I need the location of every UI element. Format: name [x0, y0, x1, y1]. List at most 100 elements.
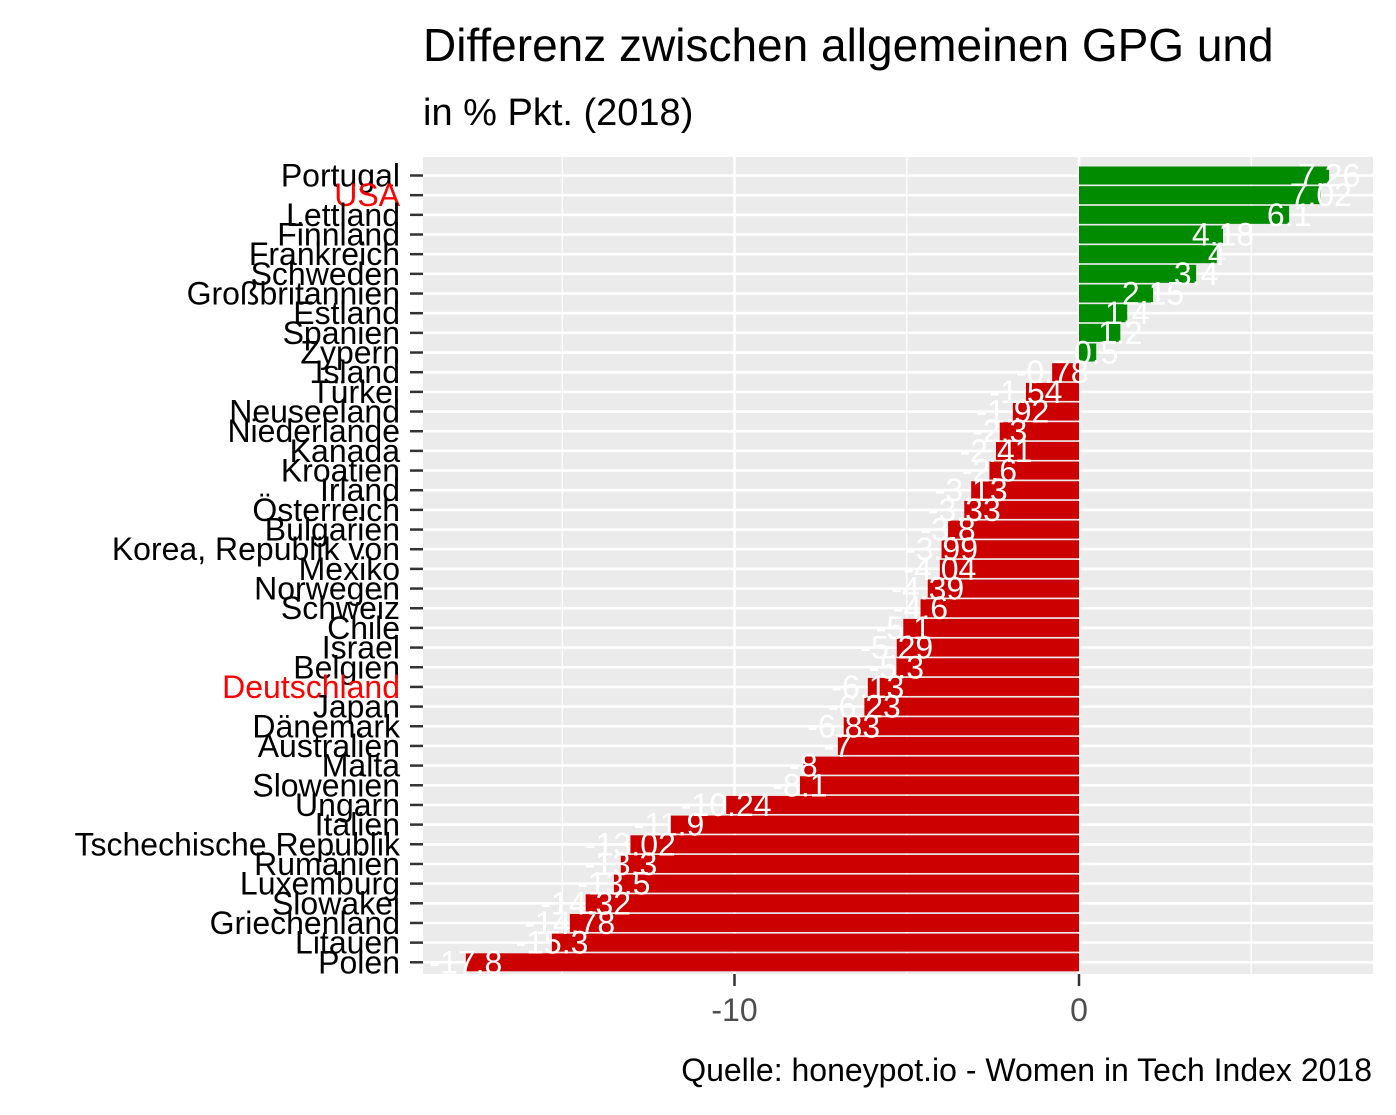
- bar-portugal: [1079, 166, 1330, 185]
- y-tick-label: Schweiz: [281, 590, 400, 626]
- value-label: -11.9: [634, 807, 705, 843]
- bar-zypern: [1079, 343, 1097, 362]
- y-tick-label: Malta: [322, 748, 400, 784]
- bar-spanien: [1079, 323, 1121, 342]
- y-tick-label: Deutschland: [222, 669, 400, 705]
- y-tick-label: Spanien: [283, 315, 400, 351]
- x-tick-label: 0: [1070, 992, 1088, 1028]
- y-tick-label: Finnland: [277, 217, 400, 253]
- value-label: 7.26: [1298, 158, 1360, 194]
- value-label: -17.8: [429, 944, 502, 980]
- bar-kanada: [995, 441, 1079, 460]
- y-tick-label: Dänemark: [252, 708, 401, 744]
- bar-rumänien: [620, 854, 1079, 873]
- value-label: -3.8: [921, 512, 976, 548]
- bar-österreich: [964, 500, 1079, 519]
- y-tick-label: USA: [334, 177, 400, 213]
- bar-litauen: [551, 933, 1079, 952]
- value-label: -5.29: [860, 630, 933, 666]
- value-label: -6.13: [831, 669, 904, 705]
- y-tick-label: Zypern: [300, 335, 400, 371]
- bar-finnland: [1079, 225, 1224, 244]
- bar-neuseeland: [1012, 402, 1079, 421]
- y-tick-label: Lettland: [286, 197, 400, 233]
- bar-kroatien: [989, 461, 1079, 480]
- bar-niederlande: [999, 422, 1079, 441]
- bar-schweden: [1079, 264, 1197, 283]
- chart-subtitle: in % Pkt. (2018): [423, 92, 694, 134]
- value-label: -0.78: [1016, 354, 1089, 390]
- x-axis: -10 0: [711, 974, 1088, 1028]
- y-axis-ticks: [410, 174, 423, 964]
- y-tick-label: Mexiko: [299, 551, 400, 587]
- value-label: -3.99: [905, 531, 978, 567]
- value-label: -2.6: [962, 453, 1017, 489]
- y-tick-label: Chile: [327, 610, 400, 646]
- y-tick-label: Portugal: [281, 158, 400, 194]
- value-label: -3.33: [928, 492, 1001, 528]
- value-label: -14.32: [540, 885, 631, 921]
- value-label: -13.3: [584, 846, 657, 882]
- value-label: -4.39: [891, 571, 964, 607]
- bar-slowakei: [585, 894, 1079, 913]
- y-tick-label: Litauen: [295, 925, 400, 961]
- y-tick-label: Luxemburg: [240, 866, 400, 902]
- value-label: -1.92: [976, 394, 1049, 430]
- y-tick-label: Rumänien: [254, 846, 400, 882]
- bars: [465, 166, 1330, 972]
- value-label: -13.02: [585, 826, 676, 862]
- y-tick-label: Australien: [258, 728, 400, 764]
- value-label: 7.02: [1290, 177, 1352, 213]
- value-label: -5.1: [876, 610, 931, 646]
- y-tick-label: Italien: [315, 807, 400, 843]
- y-tick-label: Israel: [322, 630, 400, 666]
- y-tick-label: Niederlande: [227, 413, 400, 449]
- value-labels: 7.267.026.14.1843.42.151.41.20.5-0.78-1.…: [429, 158, 1360, 981]
- y-tick-label: Großbritannien: [187, 276, 400, 312]
- value-label: 1.2: [1098, 315, 1142, 351]
- value-label: -3.13: [935, 472, 1008, 508]
- y-tick-label: Neuseeland: [229, 394, 400, 430]
- bar-deutschland: [867, 677, 1079, 696]
- value-label: -4.6: [893, 590, 948, 626]
- y-tick-label: Frankreich: [249, 236, 400, 272]
- y-tick-label: Korea, Republik von: [112, 531, 400, 567]
- y-tick-label: Slowakei: [272, 885, 400, 921]
- value-label: -8: [789, 748, 817, 784]
- y-tick-label: Irland: [320, 472, 400, 508]
- bar-korea-republik-von: [941, 540, 1079, 559]
- bar-bulgarien: [948, 520, 1079, 539]
- value-label: -8.1: [772, 767, 827, 803]
- bar-irland: [971, 481, 1079, 500]
- value-label: 2.15: [1122, 276, 1184, 312]
- bar-usa: [1079, 186, 1321, 205]
- value-label: -7: [824, 728, 852, 764]
- bar-israel: [896, 638, 1079, 657]
- y-tick-label: Island: [315, 354, 400, 390]
- bar-estland: [1079, 304, 1128, 323]
- bar-großbritannien: [1079, 284, 1154, 303]
- value-label: -15.3: [515, 925, 588, 961]
- chart-caption: Quelle: honeypot.io - Women in Tech Inde…: [681, 1052, 1372, 1088]
- y-tick-label: Türkei: [311, 374, 400, 410]
- y-tick-label: Slowenien: [252, 767, 400, 803]
- bar-malta: [803, 756, 1079, 775]
- value-label: -1.54: [989, 374, 1062, 410]
- bar-luxemburg: [613, 874, 1079, 893]
- value-label: -6.83: [807, 708, 880, 744]
- x-tick-label: -10: [711, 992, 757, 1028]
- bar-dänemark: [843, 717, 1079, 736]
- bar-schweiz: [920, 599, 1079, 618]
- bar-griechenland: [569, 913, 1079, 932]
- y-tick-label: Polen: [318, 944, 400, 980]
- bar-italien: [669, 815, 1079, 834]
- bar-türkei: [1025, 382, 1079, 401]
- bar-polen: [465, 953, 1079, 972]
- bar-chile: [903, 618, 1079, 637]
- bar-australien: [837, 736, 1079, 755]
- bar-mexiko: [939, 559, 1079, 578]
- y-tick-label: Bulgarien: [265, 512, 400, 548]
- y-tick-label: Kanada: [290, 433, 401, 469]
- bar-belgien: [896, 658, 1079, 677]
